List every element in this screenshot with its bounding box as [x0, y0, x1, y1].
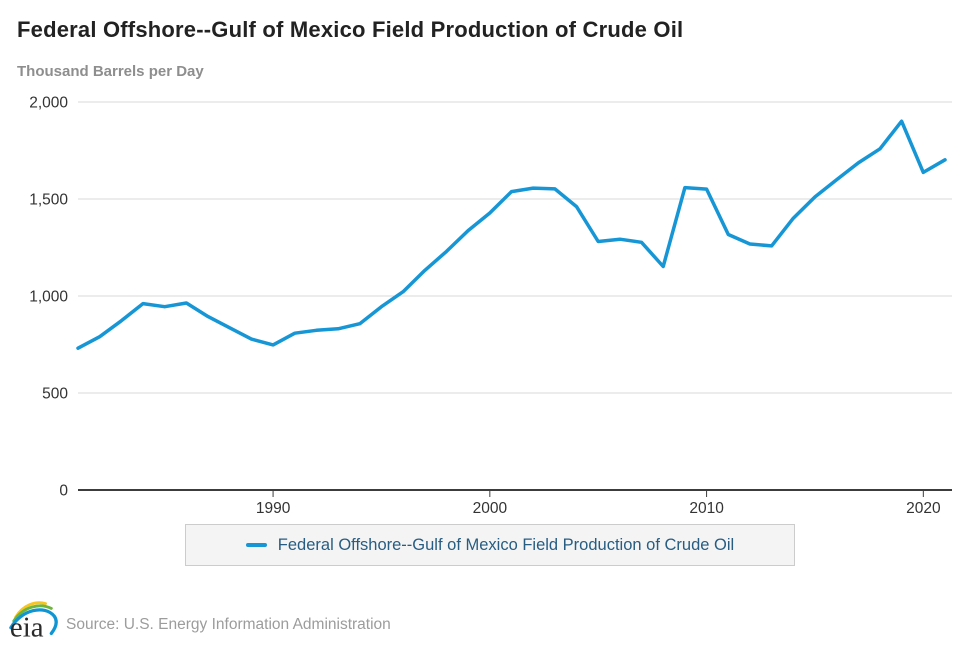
- legend-label: Federal Offshore--Gulf of Mexico Field P…: [277, 535, 735, 554]
- legend-line-swatch: [245, 543, 267, 547]
- logo-swoosh-green-icon: [12, 604, 53, 623]
- x-tick-label-2000: 2000: [473, 500, 508, 517]
- y-tick-label-1000: 1,000: [29, 289, 68, 306]
- legend[interactable]: Federal Offshore--Gulf of Mexico Field P…: [185, 524, 795, 566]
- y-tick-label-500: 500: [42, 386, 68, 403]
- source-text: Source: U.S. Energy Information Administ…: [66, 616, 391, 633]
- y-tick-label-0: 0: [59, 483, 68, 500]
- logo-swoosh-blue-icon: [9, 608, 58, 636]
- chart-title: Federal Offshore--Gulf of Mexico Field P…: [17, 17, 684, 42]
- y-tick-label-2000: 2,000: [29, 95, 68, 112]
- series-line[interactable]: [76, 119, 947, 350]
- x-tick-label-1990: 1990: [256, 500, 291, 517]
- y-axis-unit-label: Thousand Barrels per Day: [17, 63, 204, 80]
- x-tick-label-2010: 2010: [689, 500, 724, 517]
- plot-area: 0 500 1,000 1,500 2,000 1990 2000 2010 2020: [29, 95, 952, 517]
- x-tick-label-2020: 2020: [906, 500, 941, 517]
- eia-logo: eia: [9, 601, 58, 642]
- logo-text: eia: [10, 611, 44, 642]
- y-tick-label-1500: 1,500: [29, 192, 68, 209]
